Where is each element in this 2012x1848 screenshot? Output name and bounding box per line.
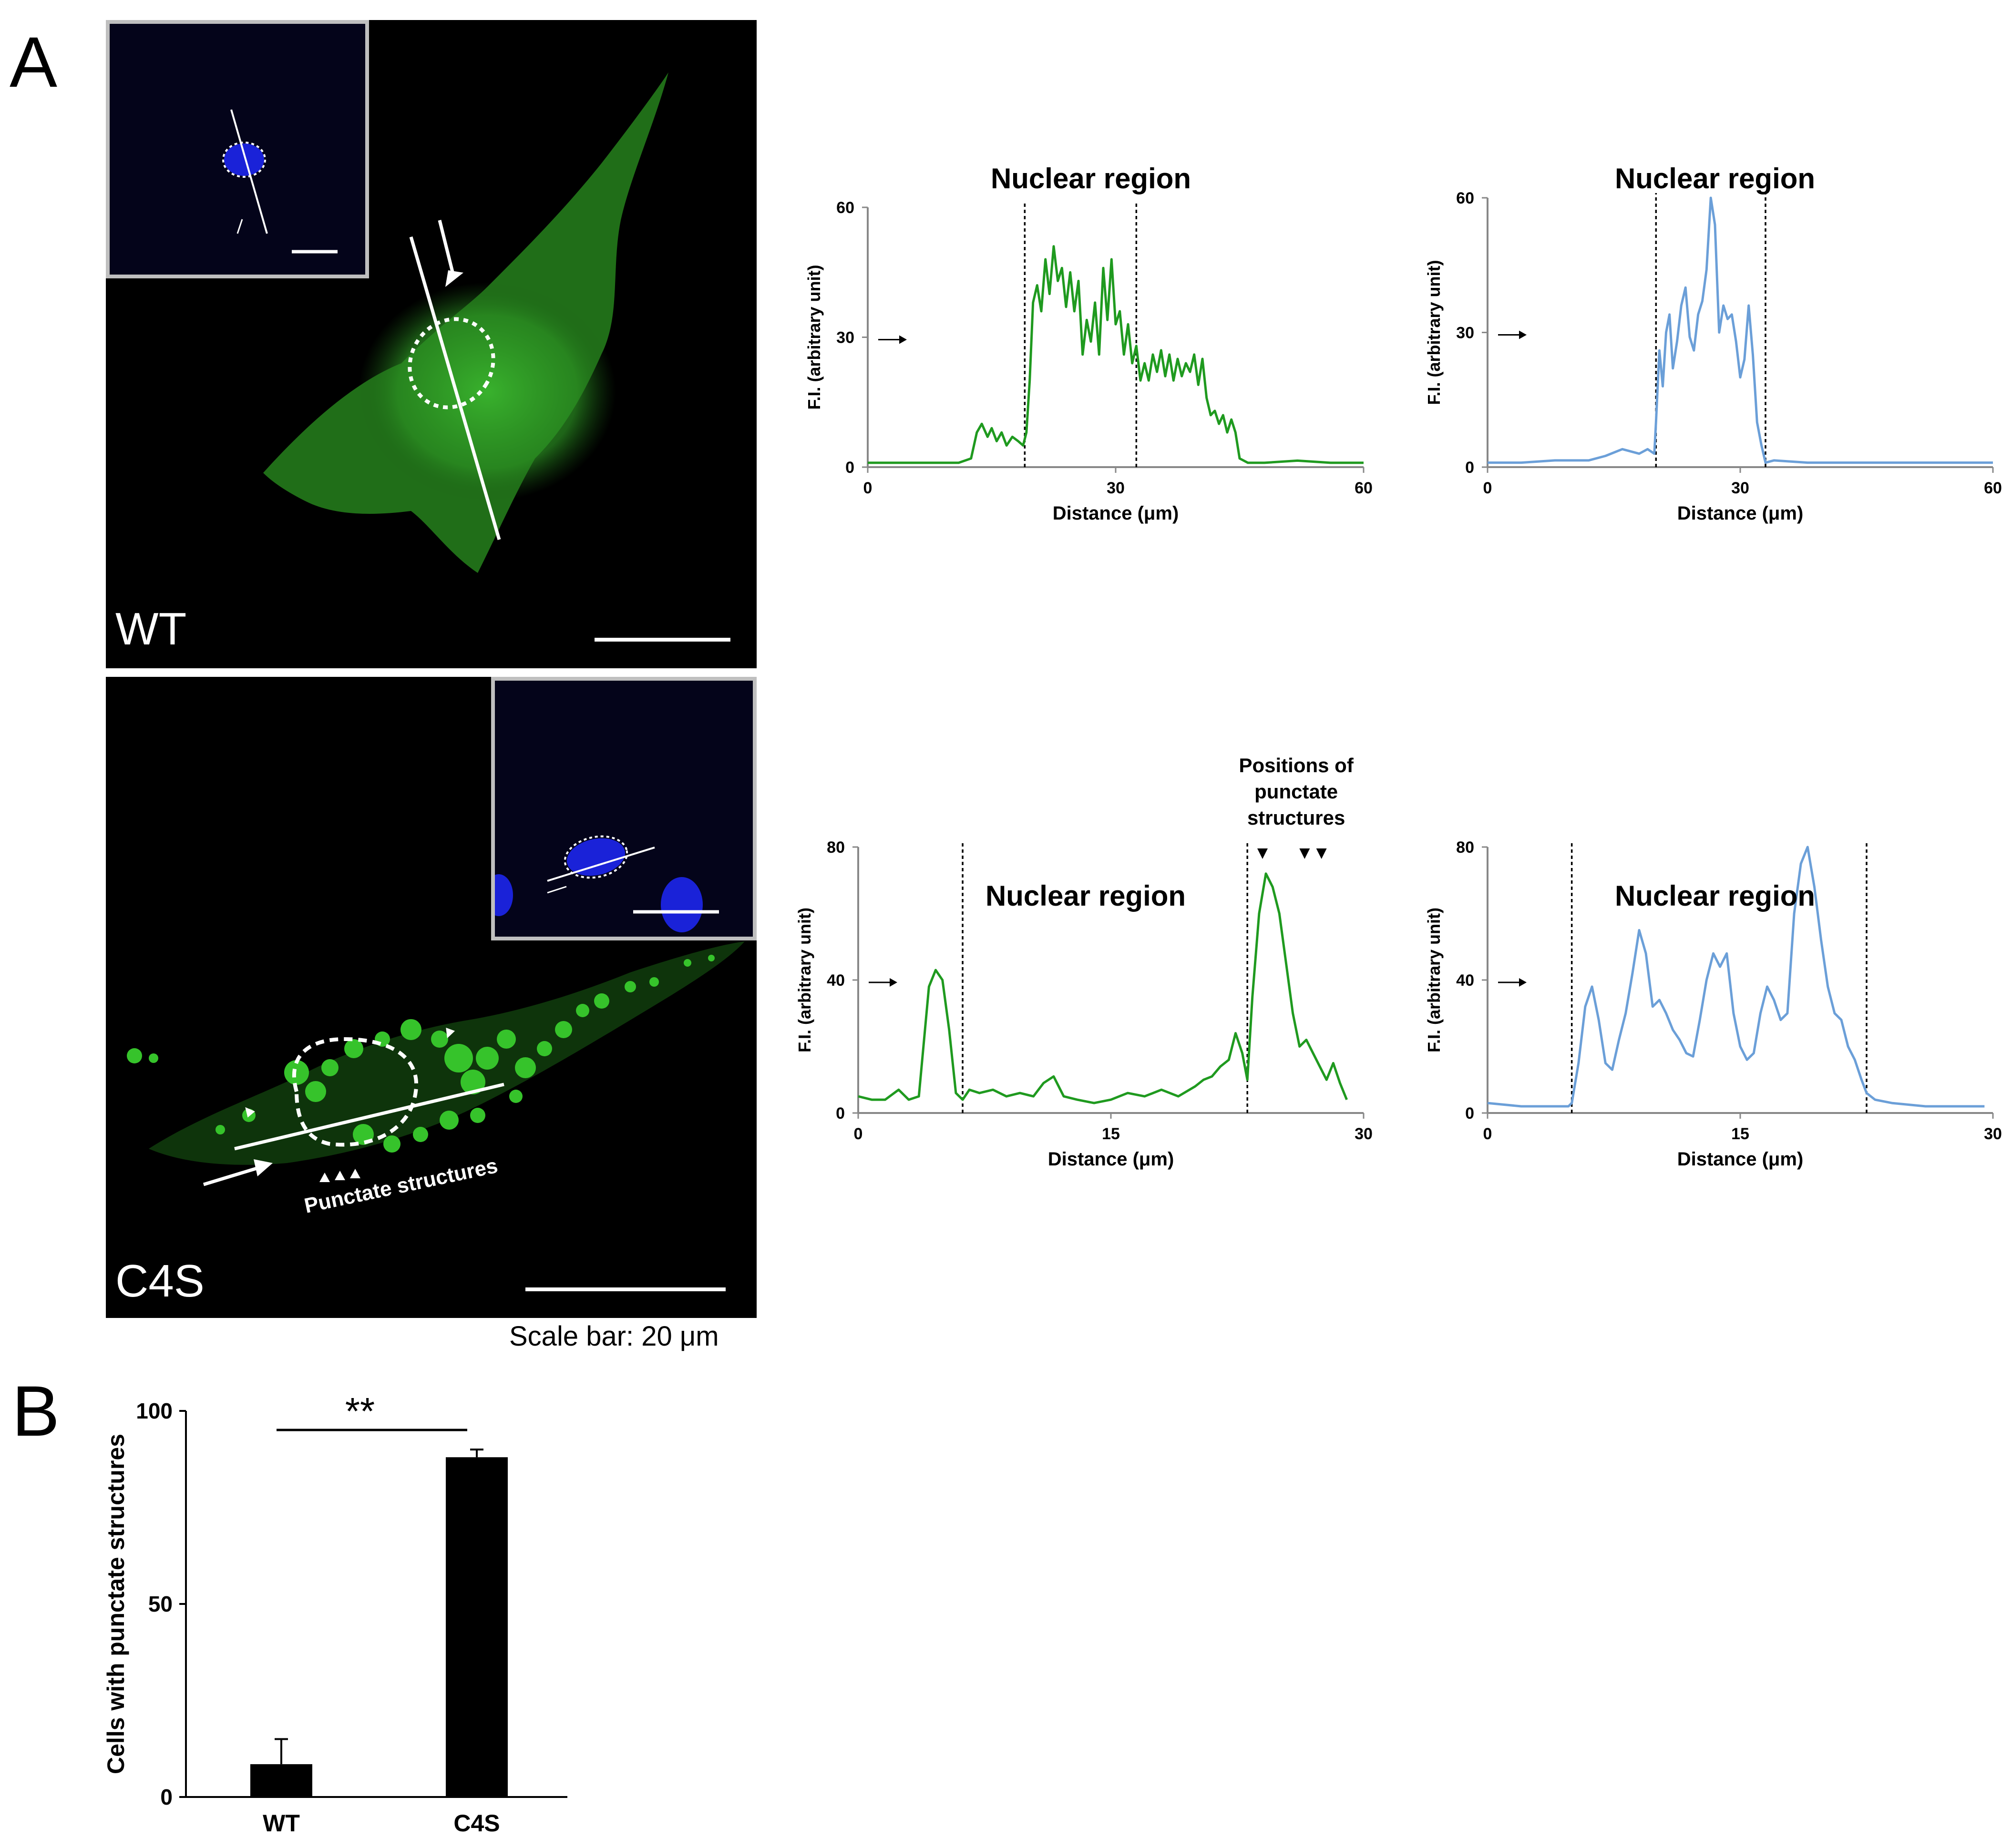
c4s-inset-nucleus xyxy=(566,838,626,876)
x-tick-label: 30 xyxy=(1107,479,1125,497)
x-axis-label: Distance (μm) xyxy=(1053,503,1179,524)
y-axis-label: F.I. (arbitrary unit) xyxy=(804,265,824,409)
wt-arrow-shaft xyxy=(438,220,456,278)
c4s-arrowhead-4 xyxy=(335,1171,345,1180)
chart-title: Nuclear region xyxy=(1615,880,1815,912)
significance-stars: ** xyxy=(345,1390,375,1432)
x-tick-label: 30 xyxy=(1355,1125,1373,1143)
x-tick-label: 30 xyxy=(1984,1125,2002,1143)
reference-arrow-head xyxy=(1519,330,1527,339)
x-tick-label: 15 xyxy=(1731,1125,1749,1143)
c4s-inset-nucleus-outline xyxy=(564,835,628,879)
bar-y-axis-label: Cells with punctate structures xyxy=(103,1434,129,1774)
reference-arrow-head xyxy=(890,978,897,987)
c4s-punctate-label: Punctate structures xyxy=(302,1154,500,1218)
y-tick-label: 60 xyxy=(836,199,854,217)
c4s-label: C4S xyxy=(115,1256,205,1307)
wt-arrow-head xyxy=(445,270,463,287)
intensity-trace xyxy=(868,245,1364,464)
c4s-profile-line xyxy=(234,1082,504,1151)
wt-inset-nucleus-outline xyxy=(222,142,266,178)
bar-y-tick-label: 0 xyxy=(160,1785,173,1809)
c4s-inset-nucleus-3 xyxy=(495,874,513,916)
punctate-marker xyxy=(1316,848,1327,859)
x-tick-label: 30 xyxy=(1731,479,1749,497)
y-tick-label: 80 xyxy=(1456,838,1474,857)
y-tick-label: 80 xyxy=(827,838,845,857)
wt-cell-glow xyxy=(359,282,616,501)
y-tick-label: 30 xyxy=(836,329,854,347)
bar-wt xyxy=(250,1764,312,1797)
intensity-trace xyxy=(1487,846,1985,1108)
wt-label: WT xyxy=(115,603,187,654)
x-tick-label: 60 xyxy=(1355,479,1373,497)
y-tick-label: 0 xyxy=(836,1104,845,1123)
c4s-inset-nucleus-2 xyxy=(661,877,703,932)
y-tick-label: 0 xyxy=(1465,1104,1474,1123)
chart-wt-green-profile: 0 30 60 0 30 60 Nuclear region Distance (μm) F.I… xyxy=(804,163,1373,524)
chart-wt-blue-profile: 0 30 60 0 30 60 Nuclear region Distance (μm) F.I… xyxy=(1424,163,2002,524)
scale-bar-label: Scale bar: 20 μm xyxy=(509,1321,719,1352)
y-tick-label: 0 xyxy=(845,459,854,477)
c4s-arrowhead-5 xyxy=(350,1169,360,1178)
x-tick-label: 15 xyxy=(1102,1125,1120,1143)
x-axis-label: Distance (μm) xyxy=(1048,1149,1174,1170)
c4s-arrow-head xyxy=(254,1159,273,1176)
y-tick-label: 0 xyxy=(1465,459,1474,477)
panel-letter-a: A xyxy=(10,22,58,102)
x-tick-label: 0 xyxy=(854,1125,863,1143)
x-tick-label: 0 xyxy=(1483,1125,1492,1143)
wt-profile-line xyxy=(409,236,501,540)
reference-arrow-head xyxy=(1519,978,1527,987)
y-axis-label: F.I. (arbitrary unit) xyxy=(795,908,814,1052)
chart-punctate-bar: 0 50 100 WT C4S ** Cells with punctate structu… xyxy=(103,1390,567,1837)
c4s-nucleus-outline xyxy=(292,1037,419,1147)
wt-nucleus-outline xyxy=(408,317,495,409)
chart-c4s-blue-profile: 0 15 30 0 40 80 Nuclear region Distance (μm) F.I… xyxy=(1424,838,2002,1170)
c4s-inset-arrow xyxy=(547,886,567,894)
x-axis-label: Distance (μm) xyxy=(1677,503,1804,524)
bar-y-tick-label: 50 xyxy=(148,1592,173,1616)
panel-letter-b: B xyxy=(12,1371,60,1451)
punctate-marker xyxy=(1257,848,1268,859)
y-tick-label: 60 xyxy=(1456,189,1474,207)
c4s-arrowhead-2 xyxy=(446,1028,455,1039)
c4s-inset-line xyxy=(547,847,655,882)
bar-c4s xyxy=(446,1457,508,1797)
y-tick-label: 40 xyxy=(827,971,845,990)
x-tick-label: 60 xyxy=(1984,479,2002,497)
wt-inset-nucleus xyxy=(224,143,264,176)
c4s-micrograph: Punctate structures C4S xyxy=(106,677,757,1318)
chart-title: Nuclear region xyxy=(985,880,1186,912)
x-axis-label: Distance (μm) xyxy=(1677,1149,1804,1170)
wt-nucleus-inset xyxy=(106,20,369,278)
c4s-punctate-clusters xyxy=(127,955,715,1153)
wt-inset-line xyxy=(230,109,268,234)
wt-inset-arrow xyxy=(236,219,243,234)
y-axis-label: F.I. (arbitrary unit) xyxy=(1424,260,1444,405)
x-tick-label: 0 xyxy=(1483,479,1492,497)
annotation-line: punctate xyxy=(1254,780,1338,803)
reference-arrow-head xyxy=(899,335,907,344)
c4s-arrow-shaft xyxy=(203,1166,259,1186)
y-tick-label: 40 xyxy=(1456,971,1474,990)
bar-category-label: WT xyxy=(263,1810,300,1837)
chart-title: Nuclear region xyxy=(1615,163,1815,194)
c4s-nucleus-inset xyxy=(491,677,757,940)
intensity-trace xyxy=(1488,196,1993,464)
bar-category-label: C4S xyxy=(453,1810,500,1837)
bar-y-tick-label: 100 xyxy=(136,1399,173,1423)
y-axis-label: F.I. (arbitrary unit) xyxy=(1424,908,1444,1052)
annotation-line: structures xyxy=(1247,807,1345,829)
y-tick-label: 30 xyxy=(1456,324,1474,342)
chart-c4s-green-profile: 0 15 30 0 40 80 Nuclear region Distance (μm) F.I… xyxy=(795,754,1373,1170)
wt-micrograph: WT xyxy=(106,20,757,668)
annotation-line: Positions of xyxy=(1239,754,1354,776)
c4s-arrowhead-1 xyxy=(245,1107,255,1118)
chart-title: Nuclear region xyxy=(991,163,1191,194)
punctate-marker xyxy=(1299,848,1310,859)
intensity-trace xyxy=(858,872,1348,1104)
c4s-arrowhead-3 xyxy=(319,1173,330,1182)
x-tick-label: 0 xyxy=(863,479,873,497)
